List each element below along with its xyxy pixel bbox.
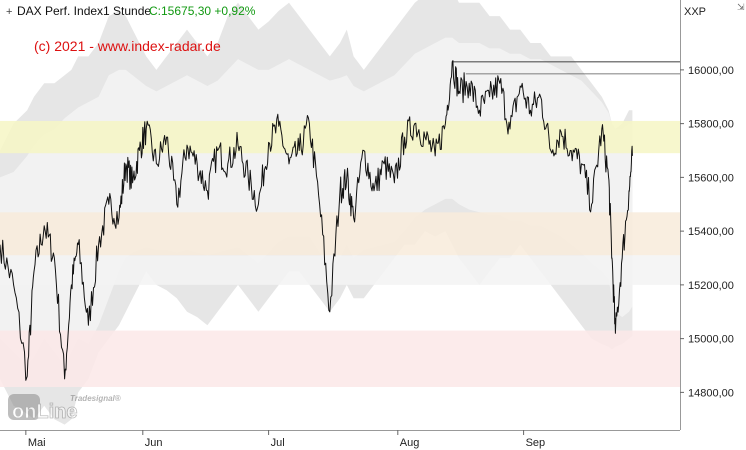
y-tick-label: 16000,00 [688, 65, 734, 77]
tradesignal-logo: Tradesignal® onLine [8, 394, 121, 423]
zones-layer [0, 120, 680, 387]
price-series-line [0, 60, 633, 381]
x-tick-label: Sep [526, 437, 546, 449]
y-tick-label: 15000,00 [688, 334, 734, 346]
bands-layer [0, 0, 633, 425]
resize-corner-icon[interactable]: ⇲ [737, 2, 745, 12]
corner-label: XXP [684, 6, 706, 18]
logo-small-text: Tradesignal® [70, 394, 121, 403]
logo-main-text: onLine [12, 401, 78, 423]
close-price-label: C:15675,30 +0,92% [149, 4, 256, 18]
interval-label: 1 Stunde [103, 4, 151, 18]
header-cursor-icon: + [6, 6, 12, 18]
x-tick-label: Jul [271, 437, 285, 449]
x-tick-label: Mai [28, 437, 46, 449]
instrument-name: DAX Perf. Index [17, 4, 103, 18]
logo-mark [8, 394, 40, 420]
x-ticks-layer: Mai Jun Jul Aug Sep [25, 430, 546, 449]
reference-lines-layer [452, 61, 680, 75]
axes-layer [0, 0, 681, 431]
y-tick-label: 15600,00 [688, 172, 734, 184]
y-tick-label: 15200,00 [688, 280, 734, 292]
y-tick-label: 15400,00 [688, 226, 734, 238]
y-ticks-layer: 14800,00 15000,00 15200,00 15400,00 15600,00… [680, 65, 734, 399]
support-resistance-zone-1 [0, 120, 680, 154]
support-resistance-zone-4 [0, 330, 680, 387]
y-tick-label: 14800,00 [688, 387, 734, 399]
inner-volatility-band [0, 37, 633, 366]
chart-header: + DAX Perf. Index 1 Stunde C:15675,30 +0… [6, 2, 745, 18]
copyright-notice: (c) 2021 - www.index-radar.de [34, 38, 221, 54]
price-layer [0, 60, 633, 381]
x-tick-label: Jun [145, 437, 163, 449]
x-tick-label: Aug [400, 437, 420, 449]
support-resistance-zone-3 [0, 255, 680, 285]
y-tick-label: 15800,00 [688, 119, 734, 131]
